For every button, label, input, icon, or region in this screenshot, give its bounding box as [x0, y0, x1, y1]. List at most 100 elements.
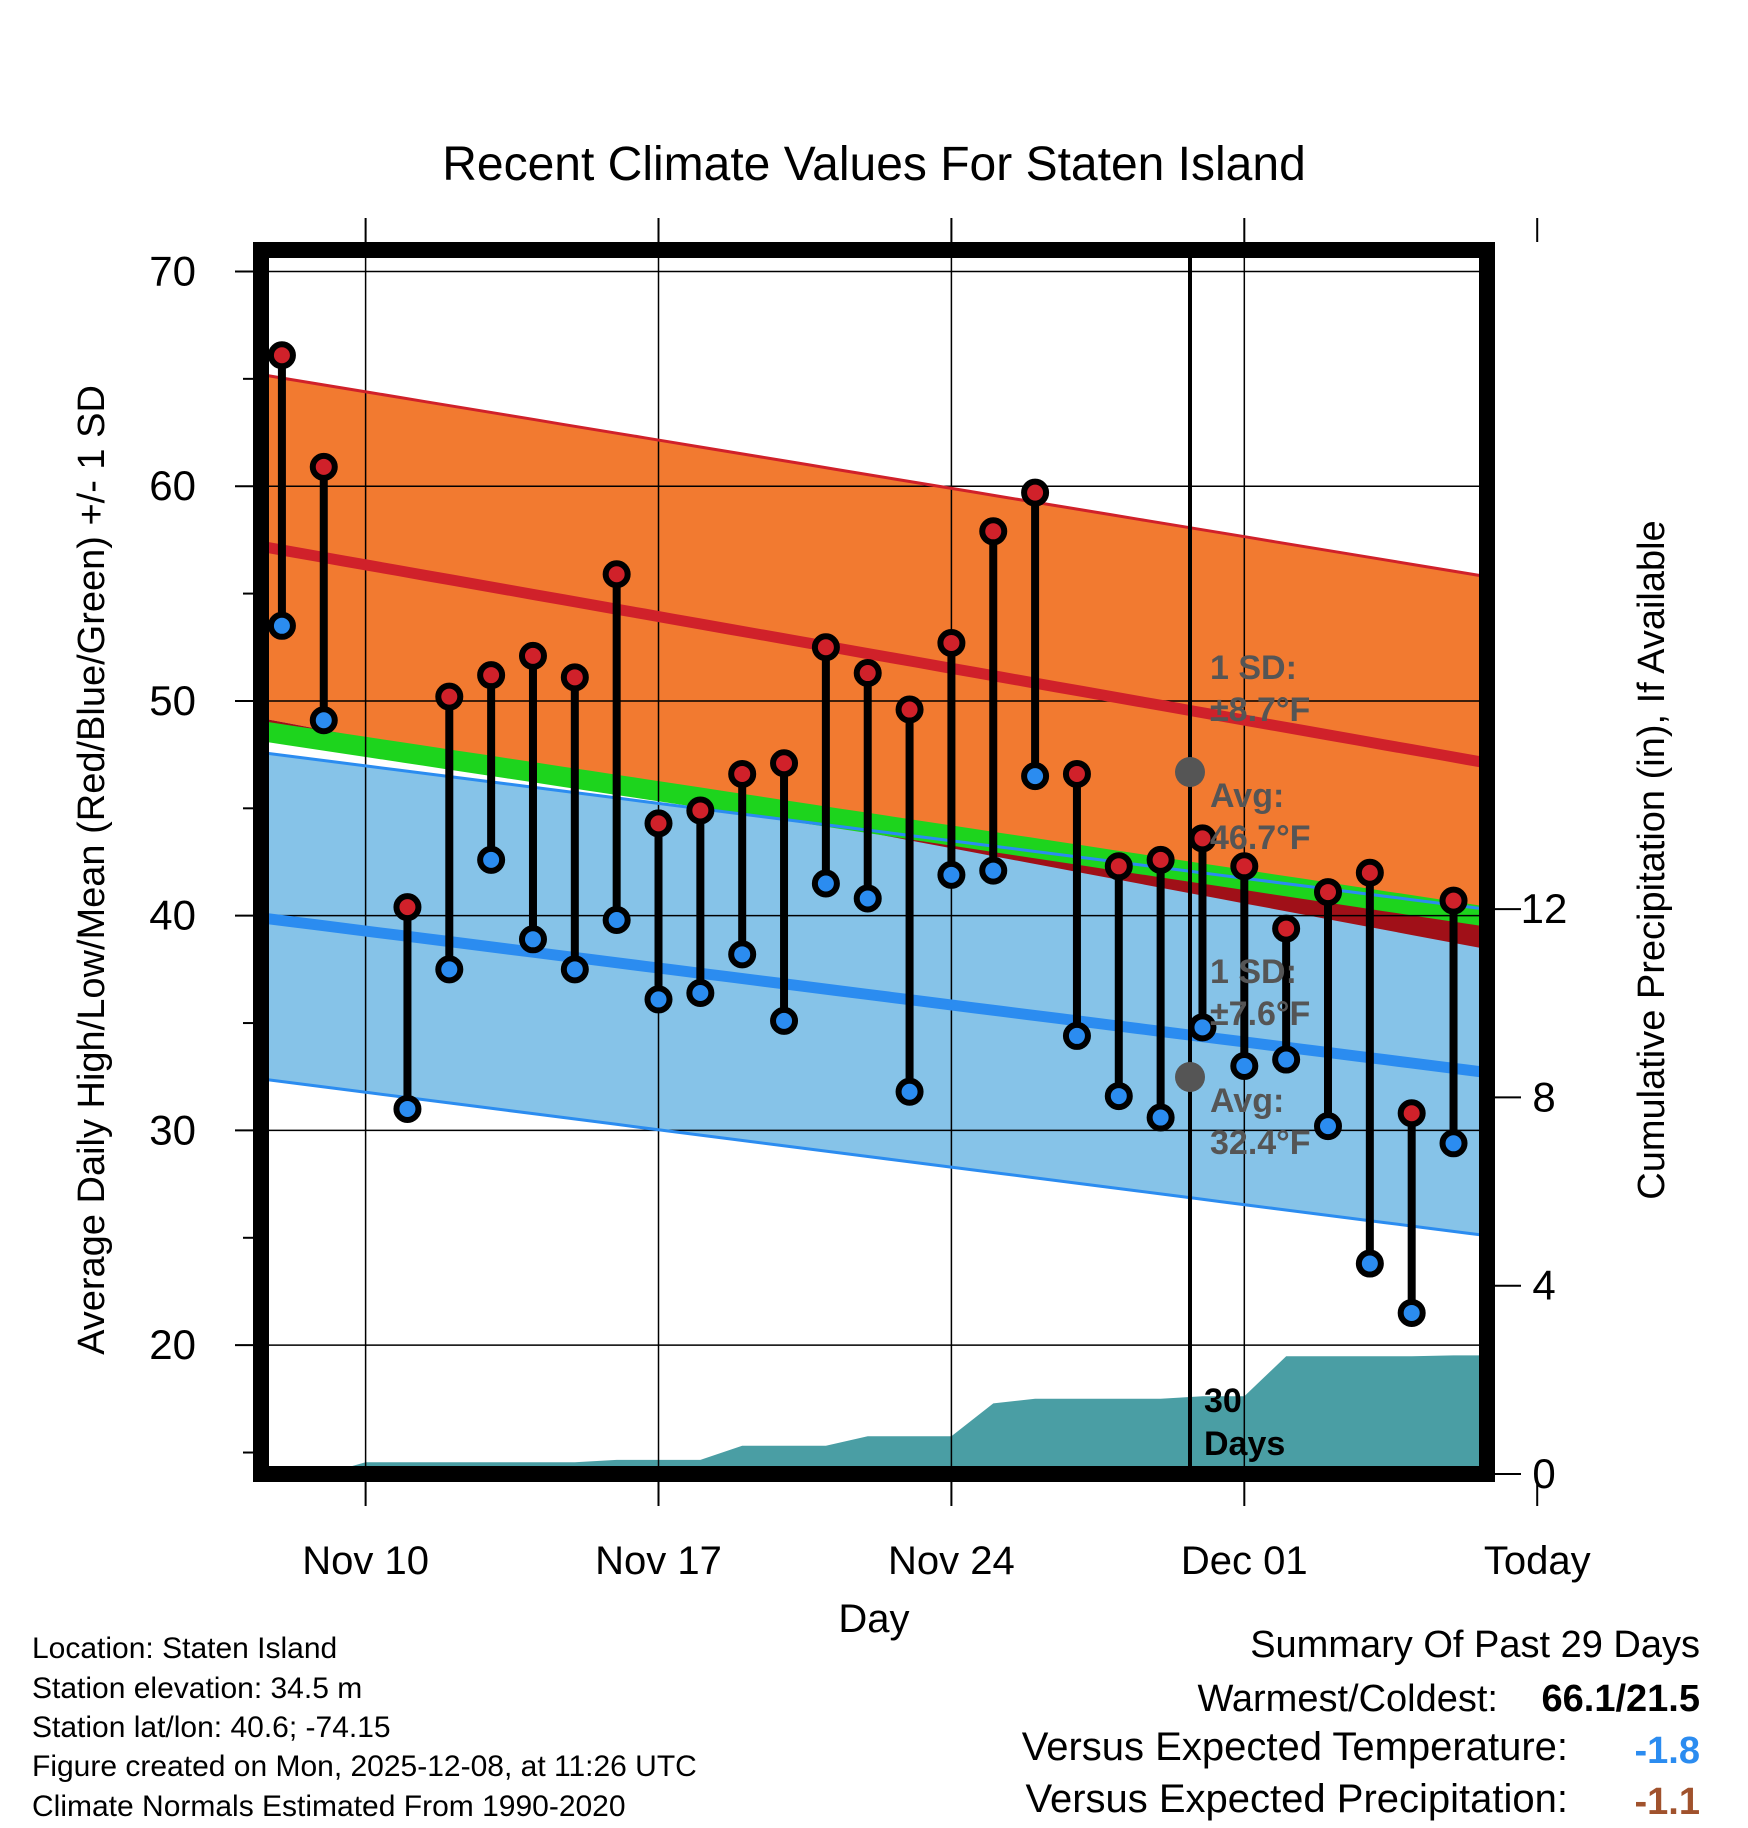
daily-high-point — [811, 633, 840, 662]
daily-low-point — [267, 611, 296, 640]
daily-low-point — [1397, 1298, 1426, 1327]
y2-tick-label: 8 — [1532, 1073, 1555, 1120]
summary-precip-value: -1.1 — [1635, 1781, 1700, 1823]
daily-low-point — [644, 985, 673, 1014]
y-tick-label: 30 — [149, 1106, 196, 1153]
high-avg-title: Avg: — [1210, 777, 1284, 815]
plot-area — [261, 250, 1487, 1474]
info-elevation: Station elevation: 34.5 m — [32, 1672, 362, 1705]
high-sd-label: 1 SD: ±8.7°F — [1210, 649, 1310, 729]
daily-low-point — [1230, 1052, 1259, 1080]
daily-low-point — [435, 955, 464, 984]
high-upper-line — [261, 373, 1487, 579]
plot-frame — [253, 242, 1495, 1482]
low-avg-today-marker — [1175, 1062, 1205, 1092]
daily-low-point — [728, 940, 757, 969]
high-avg-today-marker — [1175, 757, 1205, 787]
daily-high-point — [602, 560, 631, 589]
observations — [267, 341, 1487, 1327]
high-avg-label: Avg: 46.7°F — [1210, 777, 1311, 857]
summary-warm-cold-value: 66.1/21.5 — [1542, 1678, 1700, 1720]
high-avg-line — [261, 540, 1487, 769]
y2-tick-label: 4 — [1532, 1262, 1555, 1309]
precip-area — [261, 1355, 1487, 1474]
daily-low-point — [560, 955, 589, 984]
daily-low-point — [1355, 1249, 1384, 1278]
low-sd-value: ±7.6°F — [1210, 995, 1310, 1033]
x-tick-label: Dec 01 — [1181, 1539, 1308, 1583]
low-lower-line — [261, 1077, 1487, 1238]
summary-title: Summary Of Past 29 Days — [1250, 1624, 1700, 1666]
daily-high-point — [644, 809, 673, 838]
summary-temp-label: Versus Expected Temperature: — [1022, 1725, 1568, 1769]
y-tick-label: 40 — [149, 892, 196, 939]
x-axis-label: Day — [838, 1597, 909, 1641]
daily-high-point — [1230, 852, 1259, 881]
summary-temp-value: -1.8 — [1635, 1730, 1700, 1772]
summary-panel: Summary Of Past 29 Days Warmest/Coldest:… — [1022, 1624, 1700, 1823]
y2-tick-label: 12 — [1521, 885, 1568, 932]
daily-high-point — [435, 682, 464, 711]
y-axis-label: Average Daily High/Low/Mean (Red/Blue/Gr… — [71, 385, 113, 1355]
daily-high-point — [979, 517, 1008, 546]
low-avg-label: Avg: 32.4°F — [1210, 1082, 1311, 1162]
daily-low-point — [477, 845, 506, 874]
high-sd-title: 1 SD: — [1210, 649, 1297, 687]
daily-high-point — [393, 893, 422, 922]
x-tick-label: Nov 10 — [302, 1539, 429, 1583]
low-avg-title: Avg: — [1210, 1082, 1284, 1120]
daily-high-point — [895, 695, 924, 724]
daily-low-point — [1439, 1129, 1468, 1158]
daily-low-point — [811, 869, 840, 898]
daily-high-point — [1355, 858, 1384, 887]
summary-warm-cold-label: Warmest/Coldest: — [1197, 1678, 1498, 1720]
daily-high-point — [686, 796, 715, 825]
daily-low-point — [1021, 762, 1050, 791]
daily-high-point — [770, 749, 799, 778]
daily-high-point — [937, 628, 966, 657]
daily-low-point — [1104, 1082, 1133, 1111]
x-tick-label: Nov 24 — [888, 1539, 1015, 1583]
window-days-word: Days — [1204, 1425, 1285, 1463]
y2-axis-ticks: 0 4 8 12 — [1495, 885, 1567, 1497]
chart-title: Recent Climate Values For Staten Island — [442, 138, 1306, 191]
y-tick-label: 50 — [149, 677, 196, 724]
x-tick-label: Today — [1484, 1539, 1591, 1583]
cumulative-precip-area — [261, 1355, 1487, 1474]
daily-high-point — [560, 663, 589, 692]
daily-low-point — [393, 1094, 422, 1123]
daily-low-point — [979, 856, 1008, 885]
info-location: Location: Staten Island — [32, 1632, 337, 1665]
daily-low-point — [1272, 1045, 1301, 1074]
daily-low-point — [686, 978, 715, 1007]
low-sd-title: 1 SD: — [1210, 953, 1297, 991]
y-tick-label: 20 — [149, 1321, 196, 1368]
daily-high-point — [1021, 478, 1050, 507]
daily-low-point — [1146, 1103, 1175, 1132]
daily-low-point — [770, 1006, 799, 1035]
daily-high-point — [1313, 878, 1342, 907]
daily-low-point — [895, 1077, 924, 1106]
info-created: Figure created on Mon, 2025-12-08, at 11… — [32, 1750, 697, 1783]
window-days-number: 30 — [1204, 1382, 1242, 1420]
high-avg-value: 46.7°F — [1210, 819, 1311, 857]
daily-high-point — [518, 641, 547, 670]
daily-high-point — [1272, 914, 1301, 943]
daily-high-point — [1146, 845, 1175, 874]
x-tick-label: Nov 17 — [595, 1539, 722, 1583]
y-axis-ticks: 20 30 40 50 60 70 — [149, 247, 253, 1454]
window-days-label: 30 Days — [1204, 1382, 1285, 1463]
daily-high-point — [728, 759, 757, 788]
daily-low-point — [309, 706, 338, 735]
daily-high-point — [267, 341, 296, 370]
daily-high-point — [1104, 852, 1133, 881]
daily-low-point — [853, 884, 882, 913]
info-latlon: Station lat/lon: 40.6; -74.15 — [32, 1711, 391, 1744]
daily-low-point — [937, 860, 966, 889]
y-tick-label: 60 — [149, 462, 196, 509]
y-tick-label: 70 — [149, 247, 196, 294]
daily-high-point — [309, 452, 338, 481]
daily-low-point — [518, 925, 547, 954]
